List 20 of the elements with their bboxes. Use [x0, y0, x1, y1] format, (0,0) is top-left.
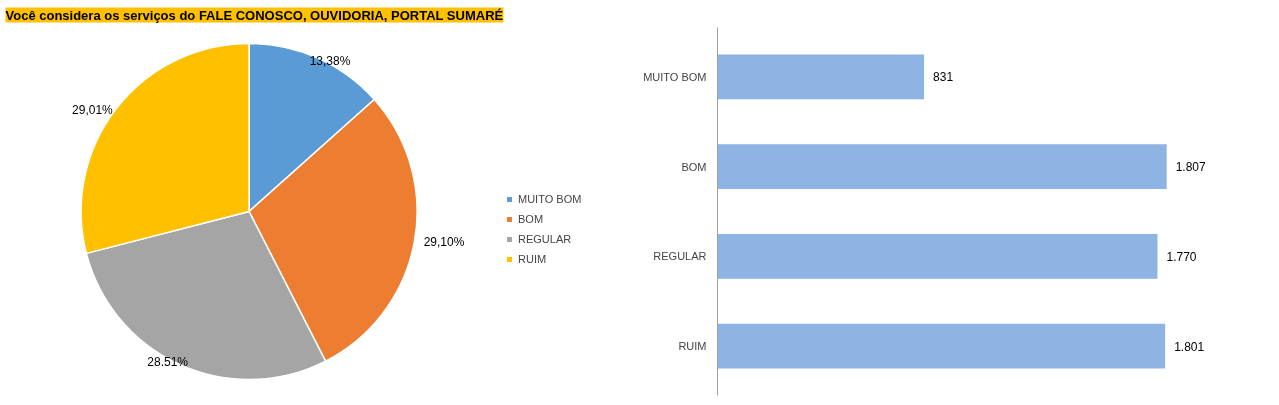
data-label: 29,01%: [72, 103, 114, 118]
bar: [717, 233, 1158, 279]
data-label: 29,10%: [423, 234, 465, 249]
bar: [717, 54, 925, 100]
y-tick-label: BOM: [681, 160, 707, 173]
legend-label: REGULAR: [518, 233, 572, 245]
data-label: 831: [933, 70, 954, 85]
data-label: 1.770: [1166, 249, 1197, 264]
legend-label: MUITO BOM: [518, 193, 582, 205]
bar: [717, 323, 1166, 369]
data-label: 1.801: [1174, 339, 1205, 354]
y-tick-label: REGULAR: [653, 250, 707, 263]
legend-label: RUIM: [518, 253, 547, 265]
chart-title: Você considera os serviços do FALE CONOSCO, OUVIDORIA, PORTAL SUMARÉ: [5, 7, 504, 23]
y-tick-label: RUIM: [678, 340, 707, 353]
data-label: 1.807: [1175, 160, 1207, 175]
y-tick-label: MUITO BOM: [643, 70, 707, 83]
bar: [717, 144, 1167, 190]
legend-label: BOM: [518, 213, 544, 225]
data-label: 28.51%: [147, 354, 189, 369]
